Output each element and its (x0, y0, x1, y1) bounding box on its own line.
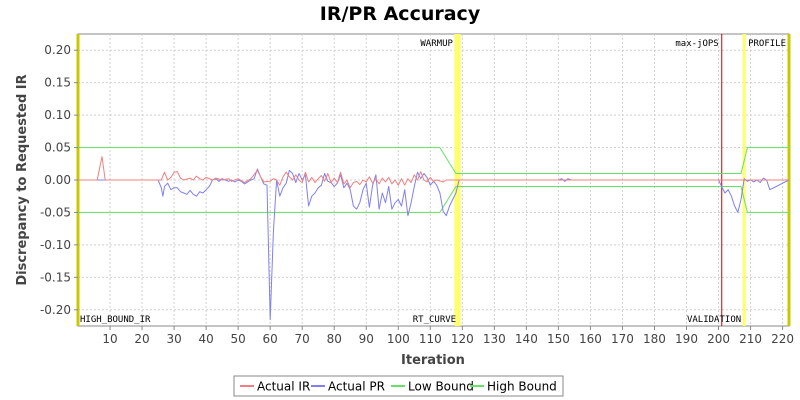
x-tick-label: 120 (451, 332, 474, 346)
x-tick-label: 180 (643, 332, 666, 346)
x-tick-label: 210 (739, 332, 762, 346)
y-axis-ticks: 0.20 0.15 0.10 0.05 0.00 -0.05 -0.10 -0.15 -0.20 (40, 43, 78, 317)
x-tick-label: 10 (102, 332, 117, 346)
marker-label: HIGH_BOUND_IR (80, 315, 151, 325)
x-tick-label: 110 (419, 332, 442, 346)
x-tick-label: 30 (166, 332, 181, 346)
x-tick-label: 60 (263, 332, 278, 346)
y-tick-label: -0.20 (40, 303, 71, 317)
legend-label: Low Bound (408, 380, 474, 394)
x-tick-label: 170 (611, 332, 634, 346)
legend-label: Actual IR (257, 380, 310, 394)
marker-label: RT_CURVE (413, 315, 456, 325)
chart-title: IR/PR Accuracy (320, 3, 481, 25)
x-tick-label: 70 (295, 332, 310, 346)
x-tick-label: 130 (483, 332, 506, 346)
x-tick-label: 200 (707, 332, 730, 346)
legend: Actual IR Actual PR Low Bound High Bound (233, 375, 564, 397)
y-tick-label: 0.20 (44, 43, 71, 57)
y-tick-label: 0.05 (44, 141, 71, 155)
x-tick-label: 160 (579, 332, 602, 346)
y-tick-label: 0.10 (44, 108, 71, 122)
x-tick-label: 150 (547, 332, 570, 346)
y-axis-title: Discrepancy to Requested IR (15, 74, 30, 285)
y-tick-label: 0.15 (44, 76, 71, 90)
x-tick-label: 20 (134, 332, 149, 346)
marker-label: VALIDATION (687, 315, 741, 325)
x-axis-ticks: 10 20 30 40 50 60 70 80 90 100 110 120 130 140 150 160 1… (102, 326, 794, 346)
legend-label: Actual PR (328, 380, 385, 394)
x-tick-label: 50 (230, 332, 245, 346)
marker-label: WARMUP (420, 39, 453, 49)
legend-label: High Bound (487, 380, 557, 394)
x-tick-label: 40 (198, 332, 213, 346)
x-tick-label: 90 (359, 332, 374, 346)
x-tick-label: 80 (327, 332, 342, 346)
series-line (78, 147, 789, 174)
series-lines (78, 147, 790, 320)
y-tick-label: -0.05 (40, 205, 71, 219)
y-tick-label: -0.10 (40, 238, 71, 252)
x-tick-label: 190 (675, 332, 698, 346)
x-tick-label: 100 (387, 332, 410, 346)
series-line (78, 156, 789, 189)
x-tick-label: 220 (771, 332, 794, 346)
marker-label: PROFILE (748, 39, 786, 49)
marker-label: max-jOPS (675, 39, 718, 49)
y-tick-label: -0.15 (40, 270, 71, 284)
x-tick-label: 140 (515, 332, 538, 346)
x-axis-title: Iteration (401, 353, 465, 368)
y-tick-label: 0.00 (44, 173, 71, 187)
